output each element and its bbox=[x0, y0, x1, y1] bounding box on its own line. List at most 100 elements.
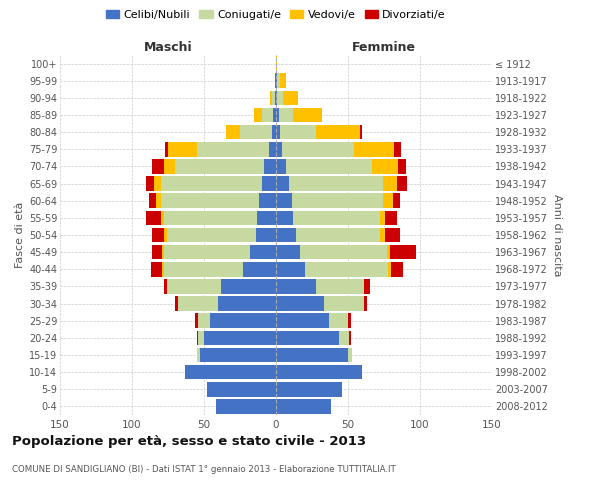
Bar bbox=[164, 245, 250, 260]
Bar bbox=[277, 74, 280, 88]
Bar bbox=[167, 279, 221, 293]
Bar bbox=[204, 330, 276, 345]
Bar bbox=[165, 142, 168, 156]
Bar bbox=[262, 176, 276, 191]
Bar bbox=[154, 176, 161, 191]
Bar bbox=[149, 194, 157, 208]
Bar bbox=[305, 262, 388, 276]
Bar bbox=[348, 314, 351, 328]
Bar bbox=[373, 159, 398, 174]
Bar bbox=[221, 279, 276, 293]
Bar bbox=[388, 262, 391, 276]
Bar bbox=[394, 142, 401, 156]
Bar bbox=[387, 245, 390, 260]
Bar bbox=[348, 348, 352, 362]
Bar bbox=[380, 228, 385, 242]
Bar bbox=[280, 125, 316, 140]
Bar bbox=[359, 125, 362, 140]
Bar bbox=[293, 108, 322, 122]
Bar bbox=[385, 210, 397, 225]
Bar bbox=[272, 90, 275, 105]
Bar bbox=[392, 194, 400, 208]
Bar bbox=[276, 330, 340, 345]
Bar bbox=[167, 228, 256, 242]
Y-axis label: Anni di nascita: Anni di nascita bbox=[551, 194, 562, 276]
Text: Popolazione per età, sesso e stato civile - 2013: Popolazione per età, sesso e stato civil… bbox=[12, 435, 366, 448]
Bar bbox=[243, 262, 276, 276]
Legend: Celibi/Nubili, Coniugati/e, Vedovi/e, Divorziati/e: Celibi/Nubili, Coniugati/e, Vedovi/e, Di… bbox=[106, 10, 446, 20]
Bar bbox=[276, 262, 305, 276]
Bar bbox=[200, 348, 276, 362]
Bar bbox=[276, 296, 323, 311]
Bar bbox=[185, 365, 276, 380]
Bar bbox=[197, 330, 198, 345]
Bar bbox=[151, 262, 162, 276]
Bar bbox=[175, 159, 265, 174]
Bar bbox=[279, 108, 293, 122]
Bar bbox=[391, 262, 403, 276]
Bar bbox=[157, 194, 161, 208]
Bar bbox=[354, 142, 394, 156]
Bar bbox=[316, 125, 359, 140]
Bar bbox=[197, 348, 200, 362]
Bar bbox=[265, 159, 276, 174]
Bar bbox=[329, 314, 348, 328]
Bar bbox=[364, 296, 367, 311]
Bar bbox=[276, 108, 279, 122]
Bar bbox=[301, 245, 387, 260]
Bar bbox=[276, 159, 286, 174]
Bar bbox=[269, 142, 276, 156]
Bar bbox=[283, 90, 298, 105]
Bar bbox=[256, 228, 276, 242]
Bar bbox=[276, 194, 292, 208]
Bar bbox=[162, 262, 164, 276]
Bar bbox=[161, 176, 262, 191]
Bar bbox=[273, 108, 276, 122]
Bar bbox=[383, 194, 392, 208]
Bar bbox=[146, 210, 161, 225]
Bar bbox=[398, 159, 406, 174]
Bar bbox=[275, 90, 276, 105]
Bar bbox=[162, 245, 164, 260]
Bar bbox=[276, 245, 301, 260]
Bar bbox=[276, 348, 348, 362]
Bar bbox=[323, 296, 364, 311]
Bar bbox=[240, 125, 272, 140]
Text: Maschi: Maschi bbox=[143, 41, 193, 54]
Bar bbox=[276, 314, 329, 328]
Bar bbox=[197, 142, 269, 156]
Bar bbox=[276, 228, 296, 242]
Bar bbox=[270, 90, 272, 105]
Bar bbox=[390, 245, 416, 260]
Bar bbox=[196, 314, 198, 328]
Bar bbox=[198, 330, 204, 345]
Bar bbox=[152, 159, 164, 174]
Bar bbox=[276, 142, 282, 156]
Bar bbox=[364, 279, 370, 293]
Bar bbox=[276, 382, 342, 396]
Bar bbox=[164, 159, 175, 174]
Bar bbox=[275, 74, 276, 88]
Bar bbox=[152, 245, 162, 260]
Bar bbox=[276, 176, 289, 191]
Bar bbox=[259, 194, 276, 208]
Bar bbox=[277, 90, 283, 105]
Bar bbox=[210, 314, 276, 328]
Bar bbox=[164, 210, 257, 225]
Text: Femmine: Femmine bbox=[352, 41, 416, 54]
Text: COMUNE DI SANDIGLIANO (BI) - Dati ISTAT 1° gennaio 2013 - Elaborazione TUTTITALI: COMUNE DI SANDIGLIANO (BI) - Dati ISTAT … bbox=[12, 465, 396, 474]
Bar bbox=[215, 399, 276, 413]
Bar bbox=[349, 330, 351, 345]
Bar bbox=[292, 194, 383, 208]
Bar bbox=[164, 279, 167, 293]
Bar bbox=[257, 210, 276, 225]
Bar bbox=[276, 279, 316, 293]
Bar bbox=[397, 176, 407, 191]
Bar bbox=[282, 142, 354, 156]
Bar bbox=[161, 194, 259, 208]
Bar bbox=[146, 176, 154, 191]
Bar bbox=[280, 74, 286, 88]
Bar bbox=[276, 210, 293, 225]
Bar bbox=[276, 56, 277, 71]
Bar bbox=[276, 74, 277, 88]
